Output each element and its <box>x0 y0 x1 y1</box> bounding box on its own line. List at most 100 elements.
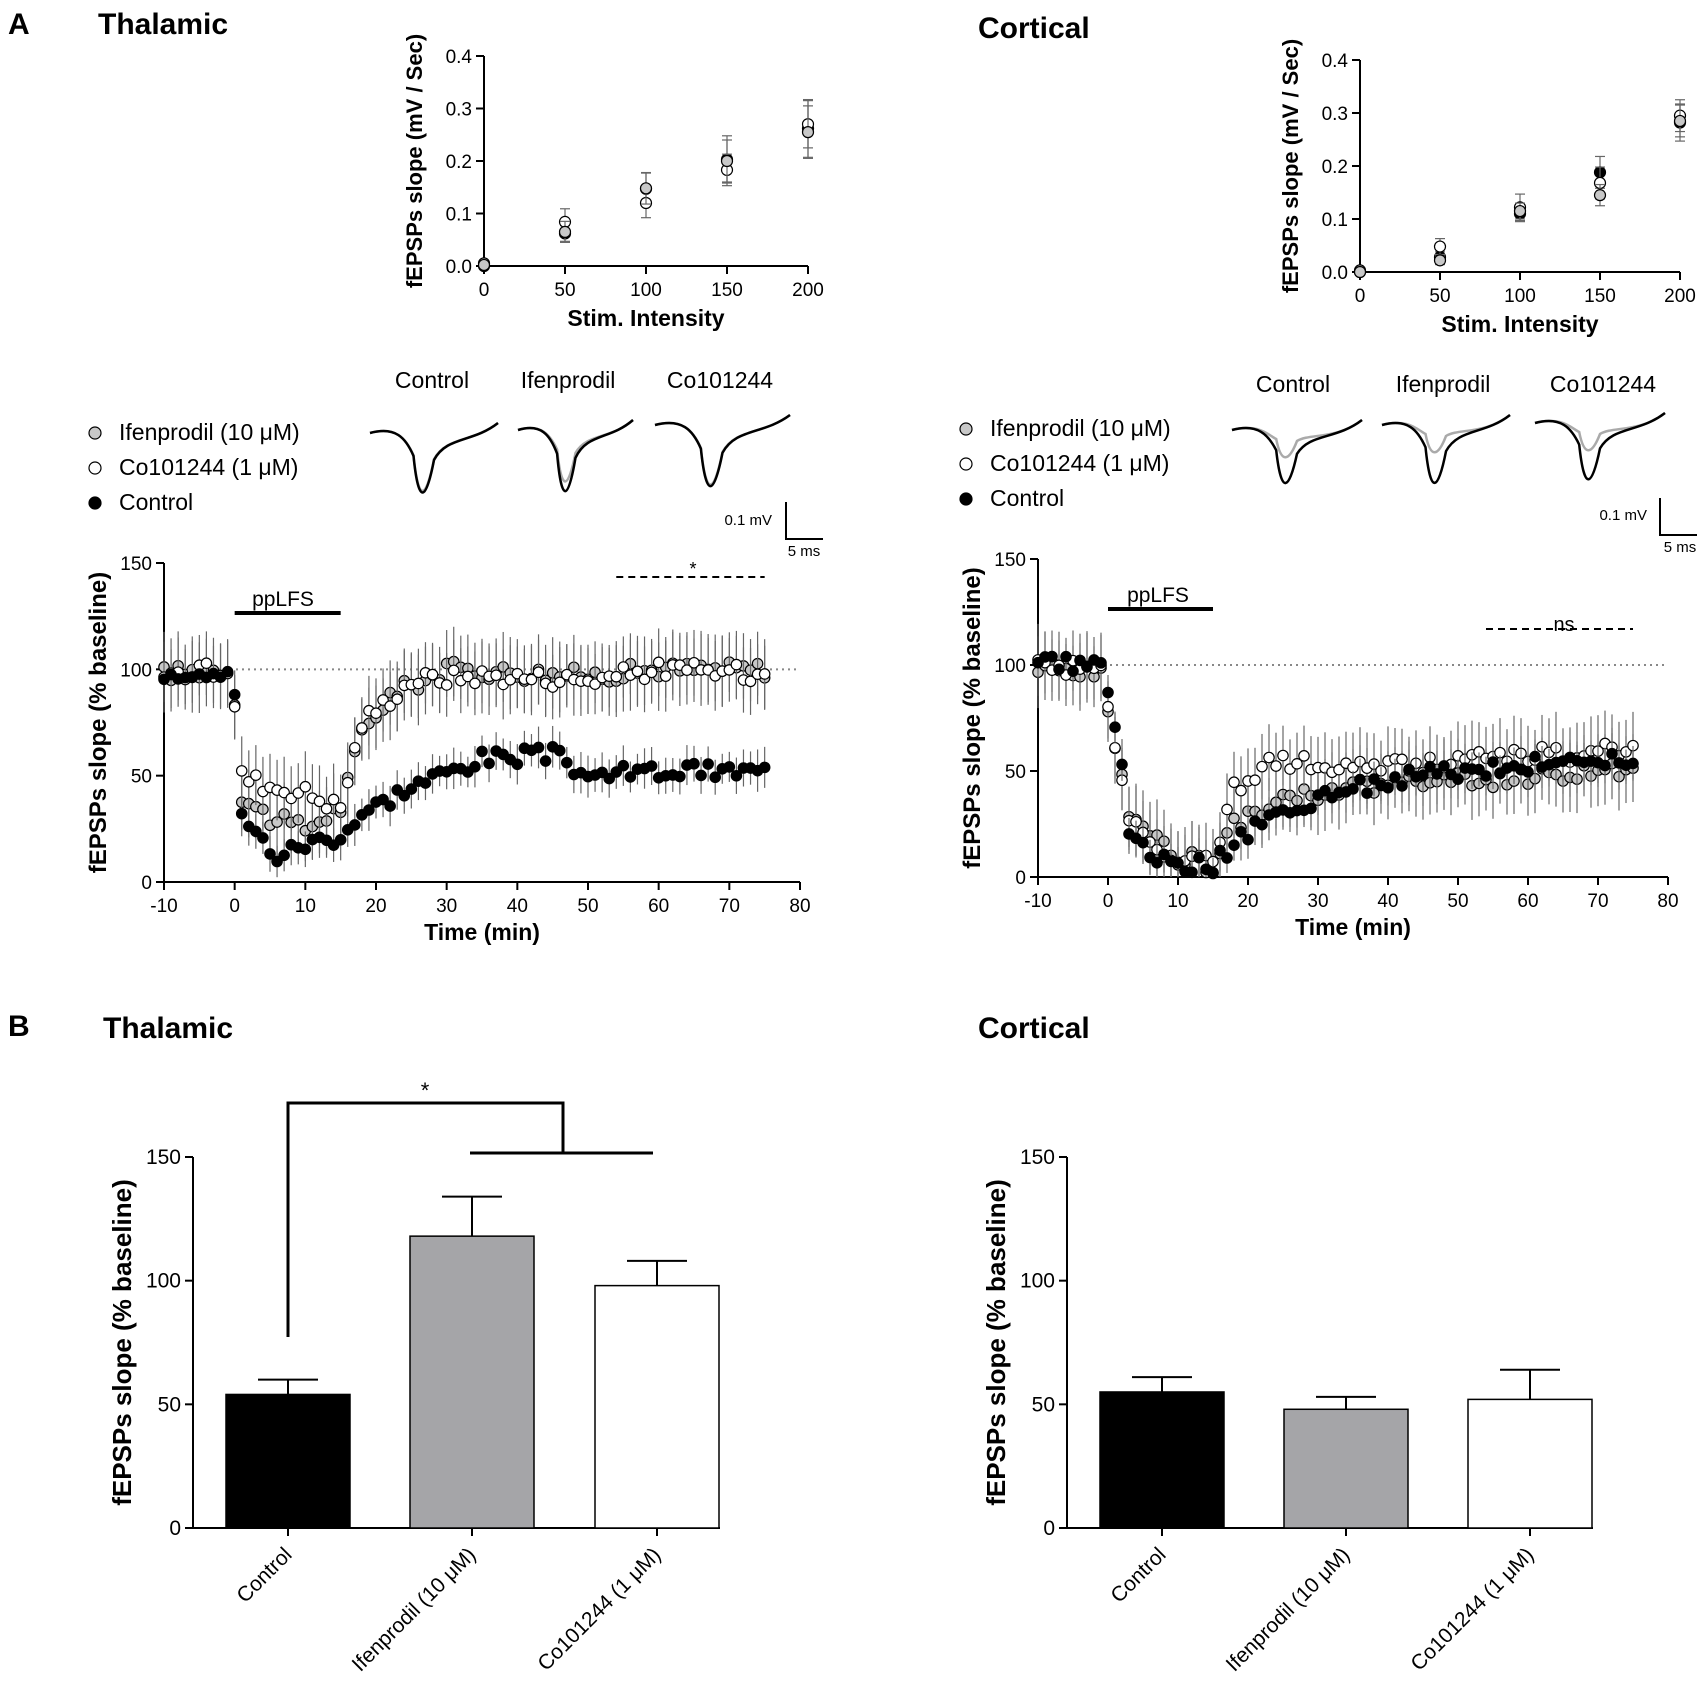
trace-control-thal <box>369 422 499 494</box>
A_thal_ltd-control-point <box>560 756 573 769</box>
A_cort_ltd-control-point <box>1109 721 1121 734</box>
A_thal_io-ytick-label: 0.2 <box>446 152 472 173</box>
B_thal-category-label: Ifenprodil (10 μM) <box>348 1543 481 1676</box>
A_thal_io-point <box>477 258 491 272</box>
legend-marker <box>959 457 973 471</box>
scale-label-mv-cort: 0.1 mV <box>1599 507 1647 524</box>
B_cort-category-label: Co101244 (1 μM) <box>1406 1543 1538 1675</box>
A_thal_ltd-control-point <box>532 741 545 754</box>
A_cort_ltd-ytick-label: 150 <box>994 550 1026 571</box>
A_thal_ltd-control-point <box>702 758 714 770</box>
A_thal_ltd-xtick-label: 40 <box>507 896 528 917</box>
A_thal_io-x-axis-label: Stim. Intensity <box>567 305 724 331</box>
A_cort_io-y-axis-label: fEPSPs slope (mV / Sec) <box>1278 39 1303 293</box>
A_thal_io-ytick-label: 0.0 <box>446 257 472 278</box>
A_cort_io-ytick-label: 0.0 <box>1322 263 1348 284</box>
A_cort_ltd-control-point <box>1256 818 1268 831</box>
A_thal_ltd-co101244-point <box>638 673 651 686</box>
A_cort_io-point <box>1433 254 1447 267</box>
A_cort_ltd-co101244-point <box>1298 750 1310 762</box>
trace-co101244-thal <box>654 413 791 488</box>
A_thal_ltd-co101244-point <box>681 664 693 676</box>
A_cort_ltd-control-point <box>1235 825 1247 838</box>
A_cort_io-point <box>1513 204 1527 218</box>
A_thal_ltd-co101244-point <box>334 801 347 814</box>
title-b-thalamic: Thalamic <box>103 1012 233 1045</box>
A_cort_ltd-xtick-label: 0 <box>1103 891 1114 912</box>
trace-label-ifenprodil-cort: Ifenprodil <box>1396 371 1491 397</box>
A_thal_io-point <box>801 126 815 139</box>
title-b-cortical: Cortical <box>978 1012 1090 1045</box>
A_cort_ltd-co101244-point <box>1396 753 1408 766</box>
A_thal_ltd-co101244-point <box>341 776 354 789</box>
legend-ifenprodil-thal: Ifenprodil (10 μM) <box>119 419 300 445</box>
A_cort_ltd-xtick-label: 40 <box>1377 891 1398 912</box>
A_thal_ltd-xtick-label: -10 <box>150 896 177 917</box>
A_thal_ltd-co101244-point <box>652 656 665 669</box>
A_thal_ltd-ytick-label: 100 <box>120 660 152 681</box>
A_thal_io-ytick-label: 0.4 <box>446 47 473 68</box>
A_thal_ltd-co101244-point <box>610 670 623 683</box>
A_cort_ltd-co101244-point <box>1256 760 1268 773</box>
A_thal_ltd-control-point <box>384 800 396 812</box>
A_thal_ltd-control-point <box>278 849 290 862</box>
A_thal_ltd-co101244-point <box>327 793 340 806</box>
A_cort_ltd-control-point <box>1137 836 1149 849</box>
A_cort_io-xtick-label: 0 <box>1355 286 1366 307</box>
A_thal_ltd-control-point <box>398 789 411 802</box>
legend-marker <box>959 492 973 506</box>
A_cort_ltd-co101244-point <box>1221 803 1233 816</box>
A_cort_ltd-xtick-label: 50 <box>1447 891 1468 912</box>
A_thal_ltd-control-point <box>405 783 418 795</box>
A_cort_ltd-xtick-label: -10 <box>1024 891 1051 912</box>
A_cort_ltd-control-point <box>1081 660 1093 673</box>
A_thal_ltd-control-point <box>553 744 566 757</box>
A_cort_ltd-control-point <box>1382 781 1394 794</box>
B_cort-ytick-label: 0 <box>1043 1517 1055 1540</box>
A_thal_ltd-control-point <box>469 760 481 773</box>
A_thal_io-point <box>639 182 653 195</box>
B_thal-category-label: Control <box>232 1543 296 1607</box>
B_cort-bar <box>1099 1391 1225 1529</box>
A_cort_ltd-xtick-label: 30 <box>1307 891 1328 912</box>
legend-co101244-cort: Co101244 (1 μM) <box>990 450 1169 476</box>
A_cort_ltd-control-point <box>1417 769 1429 781</box>
A_cort_io-ytick-label: 0.3 <box>1322 104 1348 125</box>
scale-bar-cort <box>1659 498 1697 536</box>
A_cort_io-xtick-label: 150 <box>1584 286 1616 307</box>
A_thal_ltd-x-axis-label: Time (min) <box>424 919 540 945</box>
trace-ifenprodil-cort <box>1381 414 1511 484</box>
A_cort_ltd-ytick-label: 100 <box>994 656 1026 677</box>
A_thal_io-ytick-label: 0.1 <box>446 205 472 226</box>
A_cort_ltd-co101244-point <box>1228 776 1240 789</box>
A_cort_ltd-co101244-point <box>1263 751 1275 764</box>
A_cort_ltd-control-point <box>1319 784 1331 797</box>
A_thal_ltd-co101244-point <box>532 666 545 679</box>
A_thal_ltd-control-point <box>511 758 524 771</box>
A_thal_ltd-co101244-point <box>320 803 333 815</box>
B_thal-ytick-label: 0 <box>169 1517 181 1540</box>
panel-label-a: A <box>8 8 30 41</box>
A_cort_ltd-co101244-point <box>1249 774 1261 786</box>
A_cort_ltd-control-point <box>1095 657 1107 669</box>
scale-label-ms-cort: 5 ms <box>1664 539 1697 556</box>
A_thal_ltd-control-point <box>603 772 615 785</box>
A_cort_ltd-xtick-label: 70 <box>1587 891 1608 912</box>
A_cort_ltd-ytick-label: 0 <box>1015 868 1026 889</box>
A_cort_io-point <box>1353 265 1367 279</box>
A_cort_ltd-control-point <box>1151 857 1163 869</box>
A_cort_ltd-control-point <box>1305 802 1317 815</box>
sig-label-thal: * <box>689 559 696 579</box>
A_cort_ltd-control-point <box>1354 773 1366 786</box>
A_thal_ltd-control-point <box>617 759 630 772</box>
A_thal_ltd-co101244-point <box>391 693 403 705</box>
A_thal_ltd-control-point <box>709 771 721 784</box>
A_cort_ltd-control-point <box>1053 663 1065 676</box>
A_thal_ltd-control-point <box>221 665 234 678</box>
A_thal_ltd-control-point <box>688 757 700 770</box>
A_cort_ltd-ifenprodil-point <box>1228 812 1240 825</box>
A_cort_io-x-axis-label: Stim. Intensity <box>1441 311 1598 337</box>
trace-label-control-cort: Control <box>1256 371 1330 397</box>
A_thal_ltd-co101244-point <box>730 658 743 671</box>
